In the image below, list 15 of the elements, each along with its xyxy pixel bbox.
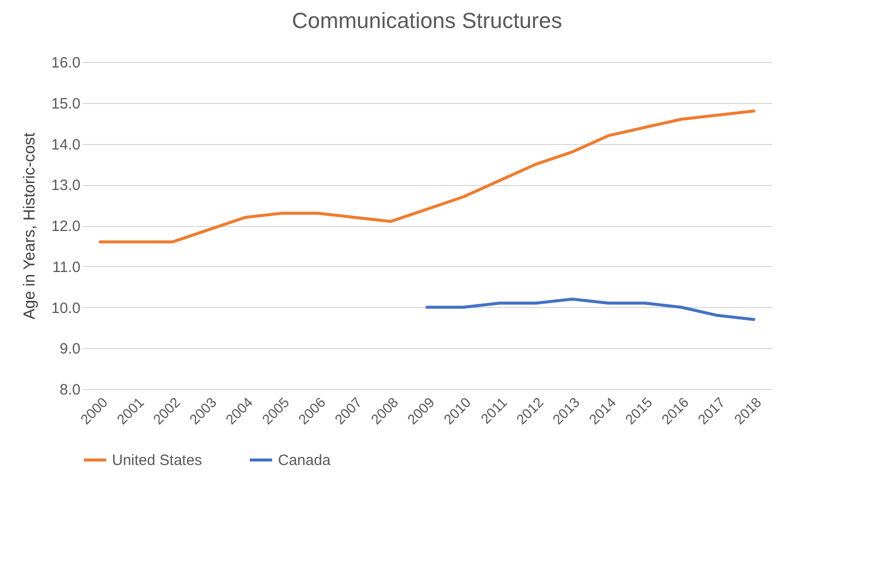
y-axis-title: Age in Years, Historic-cost — [21, 132, 38, 320]
line-series — [426, 298, 756, 322]
legend-label: United States — [112, 452, 202, 469]
y-tick-label: 13.0 — [51, 177, 80, 194]
legend-label: Canada — [278, 452, 332, 469]
chart-title: Communications Structures — [292, 8, 562, 33]
y-tick-label: 10.0 — [51, 300, 80, 317]
y-tick-label: 14.0 — [51, 136, 80, 154]
y-tick-label: 16.0 — [51, 54, 80, 72]
y-tick-label: 9.0 — [60, 340, 80, 358]
line-series — [98, 110, 756, 244]
y-tick-label: 15.0 — [51, 95, 80, 112]
y-tick-label: 8.0 — [60, 382, 80, 398]
y-tick-label: 12.0 — [51, 218, 80, 235]
y-tick-label: 11.0 — [52, 258, 80, 276]
